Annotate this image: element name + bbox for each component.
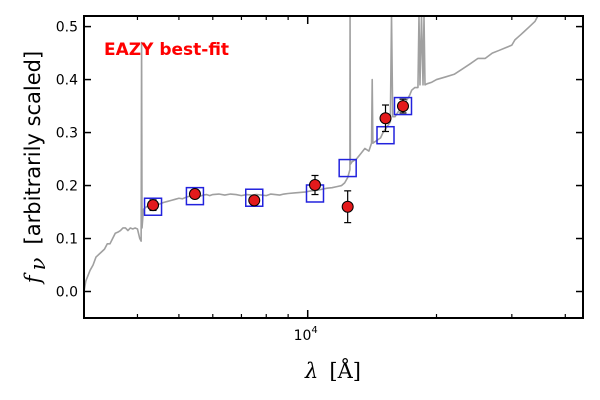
axis-ticks: 0.0 0.1 0.2 0.3 0.4 0.5 104 [56,16,583,344]
y-tick-label: 0.3 [56,126,78,142]
y-axis-text: [arbitrarily scaled] [21,51,45,245]
observed-flux-layer [147,98,409,224]
y-tick-label: 0.4 [56,73,78,89]
y-tick-label: 0.5 [56,20,78,36]
x-tick-label: 104 [294,325,318,344]
x-axis-label: λ [Å] [304,358,361,383]
sed-spectrum-layer [84,16,539,292]
observed-flux-point [341,200,354,213]
model-flux-square [143,197,163,216]
plot-frame [83,15,584,319]
x-axis-unit: [Å] [329,358,361,383]
y-tick-label: 0.0 [56,285,78,301]
observed-flux-point [379,112,392,125]
x-axis-variable: λ [304,359,318,383]
model-flux-square [393,96,413,116]
y-axis-subscript: ν [26,257,50,270]
y-axis-label: f ν [arbitrarily scaled] [21,51,50,285]
y-tick-label: 0.2 [56,179,78,195]
observed-flux-point [248,194,261,207]
sed-spectrum-line [84,16,539,292]
model-flux-square [185,186,205,206]
model-flux-square [338,158,357,178]
observed-flux-point [147,199,160,212]
observed-flux-point [188,188,201,201]
observed-flux-point [396,100,409,113]
y-tick-label: 0.1 [56,232,78,248]
annotation-label: EAZY best-fit [104,40,229,60]
y-axis-variable: f [21,272,45,285]
observed-flux-point [308,179,321,192]
